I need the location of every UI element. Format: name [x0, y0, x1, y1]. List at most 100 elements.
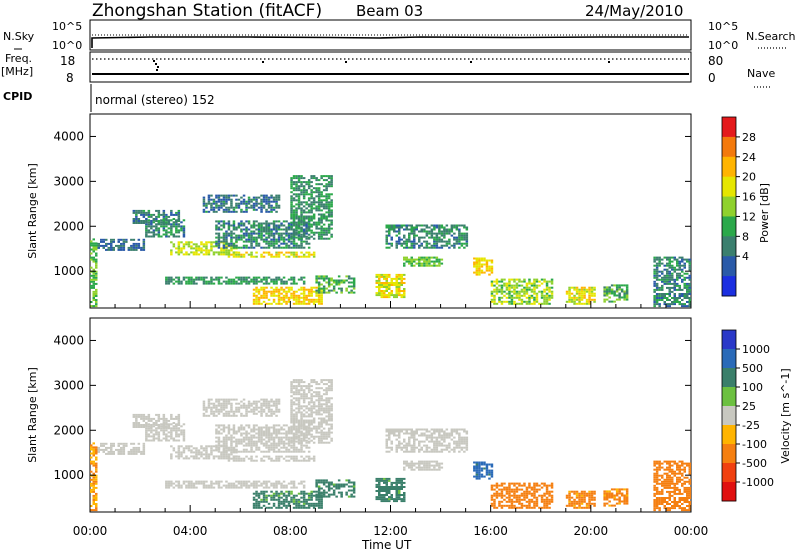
power-cell: [202, 282, 206, 285]
power-cell: [661, 258, 664, 261]
power-cell: [327, 223, 331, 226]
power-cell: [250, 255, 253, 258]
velocity-cell: [235, 457, 238, 460]
velocity-cell: [125, 444, 128, 447]
power-cell: [676, 258, 679, 261]
power-cell: [122, 244, 126, 247]
power-cell: [300, 181, 303, 184]
power-cell: [215, 204, 218, 207]
velocity-cell: [300, 419, 303, 422]
power-cell: [400, 282, 403, 284]
power-cell: [518, 292, 521, 295]
power-cell: [613, 294, 616, 297]
power-cell: [405, 228, 408, 231]
power-cell: [322, 237, 326, 240]
power-cell: [438, 228, 441, 231]
velocity-cell: [277, 430, 281, 433]
colorbar-tick-label: 20: [742, 171, 756, 184]
power-cell: [300, 226, 303, 229]
power-cell: [122, 246, 126, 249]
velocity-cell: [322, 495, 326, 498]
velocity-cell: [227, 457, 231, 460]
power-cell: [428, 232, 431, 235]
power-cell: [110, 248, 113, 251]
velocity-cell: [325, 403, 328, 406]
power-cell: [255, 242, 258, 245]
power-cell: [673, 286, 676, 289]
velocity-cell: [225, 480, 228, 483]
velocity-cell: [290, 425, 293, 428]
cpid-value: normal (stereo) 152: [95, 93, 215, 107]
velocity-cell: [145, 435, 148, 438]
power-cell: [508, 284, 511, 287]
power-cell: [530, 294, 534, 297]
power-cell: [312, 223, 316, 226]
velocity-cell: [330, 413, 333, 416]
power-cell: [430, 232, 434, 235]
velocity-cell: [317, 387, 321, 390]
power-cell: [671, 276, 674, 279]
velocity-cell: [390, 488, 393, 490]
power-cell: [320, 300, 323, 303]
velocity-cell: [317, 502, 321, 505]
power-cell: [490, 271, 494, 274]
power-cell: [207, 210, 211, 213]
power-cell: [190, 278, 193, 281]
power-cell: [385, 296, 388, 299]
velocity-cell: [315, 425, 318, 428]
power-cell: [655, 286, 659, 289]
velocity-cell: [292, 433, 296, 436]
velocity-cell: [130, 448, 133, 451]
power-cell: [257, 230, 261, 233]
power-cell: [295, 223, 298, 226]
power-cell: [265, 240, 268, 243]
velocity-cell: [240, 406, 243, 409]
power-cell: [237, 206, 241, 209]
power-cell: [217, 226, 221, 229]
velocity-cell: [265, 428, 268, 431]
power-cell: [222, 253, 226, 256]
power-cell: [610, 292, 614, 295]
power-cell: [438, 246, 441, 249]
power-cell: [327, 181, 331, 184]
velocity-cell: [235, 414, 238, 417]
velocity-cell: [400, 477, 403, 480]
velocity-cell: [180, 429, 183, 432]
velocity-cell: [272, 404, 276, 407]
power-cell: [170, 213, 173, 216]
power-cell: [678, 297, 681, 299]
power-cell: [302, 189, 306, 192]
power-cell: [262, 204, 266, 207]
velocity-cell: [217, 436, 221, 439]
power-cell: [330, 181, 333, 184]
velocity-cell: [310, 405, 313, 408]
power-cell: [287, 226, 291, 229]
velocity-cell: [220, 432, 223, 435]
power-cell: [220, 240, 223, 243]
power-cell: [495, 282, 499, 285]
velocity-cell: [237, 480, 241, 483]
velocity-cell: [297, 502, 301, 505]
power-cell: [260, 253, 263, 256]
power-cell: [458, 246, 461, 249]
power-cell: [320, 199, 323, 202]
power-cell: [207, 194, 211, 197]
velocity-cell: [267, 400, 271, 403]
power-cell: [428, 236, 431, 239]
power-cell: [282, 280, 286, 283]
power-cell: [305, 294, 308, 297]
power-cell: [92, 280, 95, 283]
power-cell: [340, 279, 343, 282]
velocity-cell: [297, 430, 301, 433]
velocity-cell: [383, 479, 386, 482]
velocity-cell: [297, 504, 301, 507]
power-cell: [205, 280, 208, 283]
power-cell: [292, 187, 296, 190]
power-cell: [686, 282, 689, 285]
power-cell: [423, 224, 426, 227]
velocity-cell: [383, 486, 386, 488]
power-cell: [317, 231, 321, 234]
power-cell: [300, 296, 303, 299]
velocity-cell: [245, 414, 248, 417]
power-cell: [277, 302, 281, 305]
